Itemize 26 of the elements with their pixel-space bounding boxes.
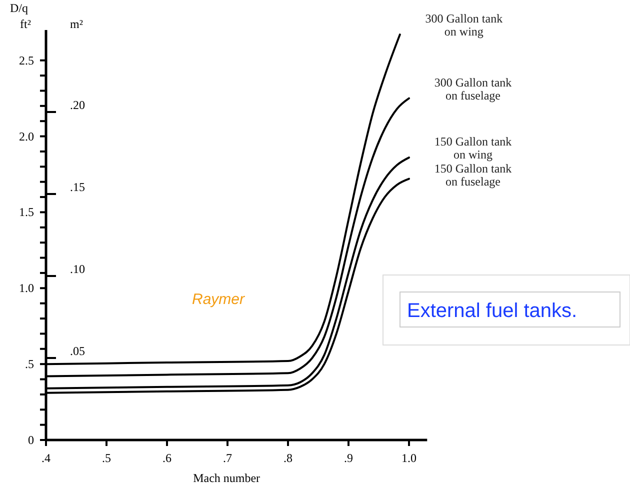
- y-tick-label: 2.0: [19, 129, 34, 144]
- y-tick-label: .5: [25, 357, 34, 372]
- text: 300 Gallon tank on wing: [425, 12, 503, 39]
- y-tick-label: 2.5: [19, 53, 34, 68]
- y2-axis-title: m²: [70, 17, 84, 31]
- x-tick-label: .9: [344, 451, 353, 465]
- y2-tick-label: .20: [70, 98, 85, 112]
- y2-tick-label: .05: [70, 344, 85, 358]
- text: 300 Gallon tank on fuselage: [434, 75, 512, 102]
- x-tick-label: .6: [162, 451, 172, 465]
- y-tick-label: 1.5: [19, 205, 34, 220]
- text: 150 Gallon tank on fuselage: [434, 162, 512, 189]
- x-tick-label: .4: [42, 451, 50, 465]
- y-tick-label: 1.0: [19, 281, 34, 296]
- text: 150 Gallon tank on wing: [434, 134, 512, 162]
- y-axis-title: D/q ft²: [10, 1, 32, 31]
- x-axis-title: Mach number: [193, 471, 260, 485]
- x-tick-label: .7: [223, 451, 232, 465]
- x-tick-label: .8: [284, 451, 292, 465]
- annotation: Raymer: [192, 291, 246, 308]
- y2-tick-label: .15: [70, 180, 85, 194]
- annotation: External fuel tanks.: [407, 300, 578, 322]
- x-tick-label: 1.0: [402, 451, 416, 465]
- y2-tick-label: .10: [70, 262, 85, 276]
- x-tick-label: .5: [102, 451, 111, 465]
- y-tick-label: 0: [28, 433, 34, 447]
